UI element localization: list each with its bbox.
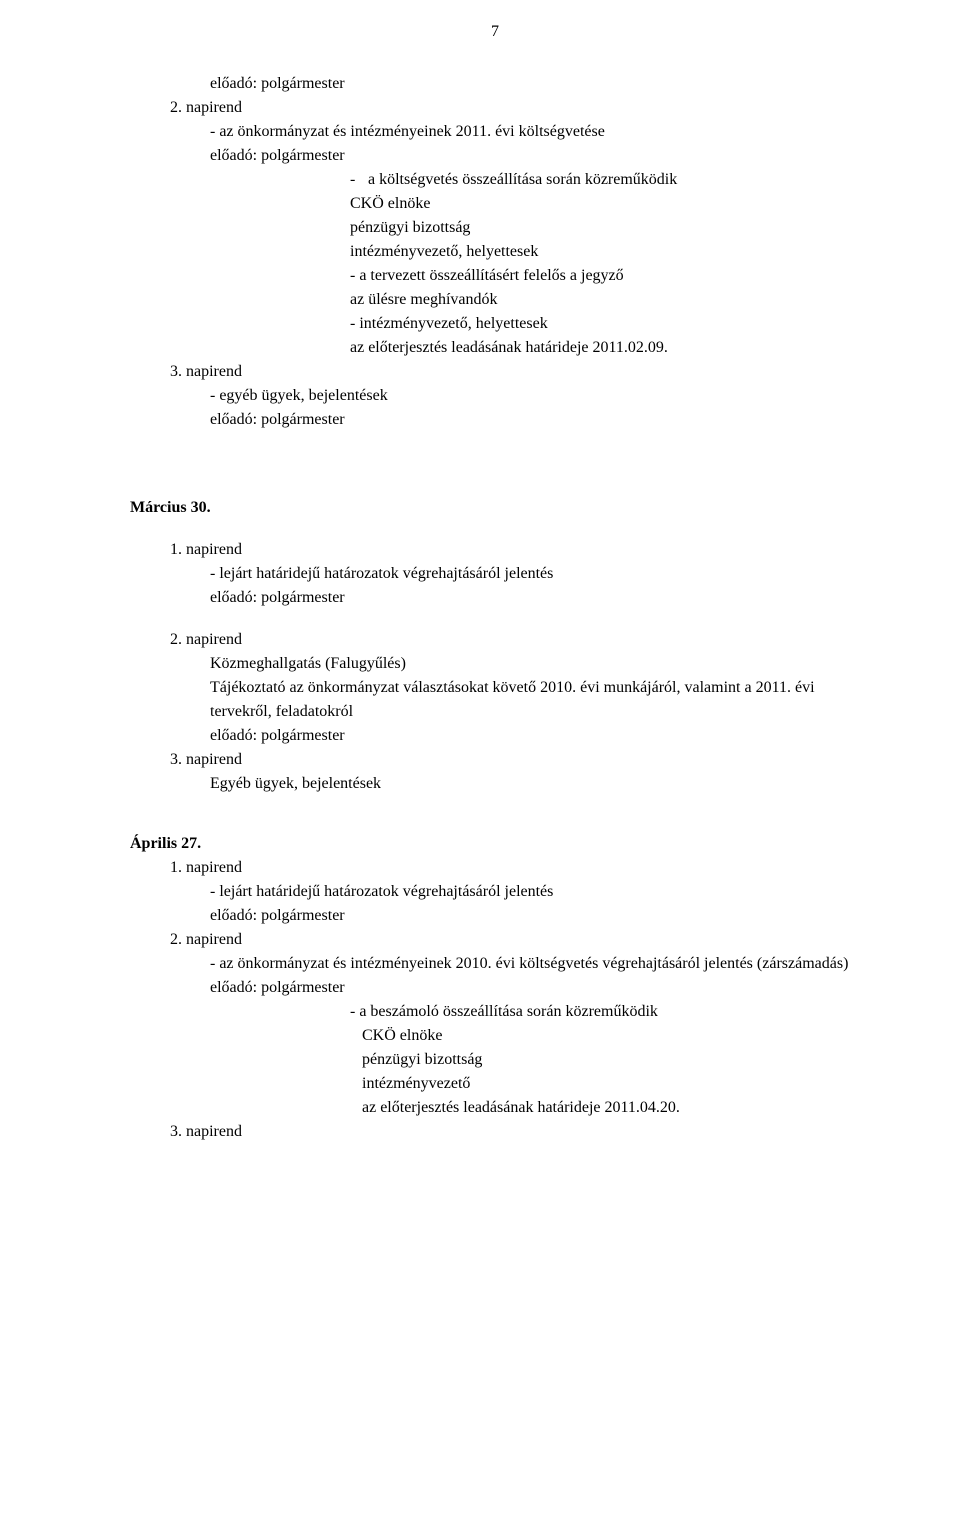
spacer xyxy=(130,520,860,538)
contributor-line: - a költségvetés összeállítása során köz… xyxy=(130,168,860,192)
text-line: Közmeghallgatás (Falugyűlés) xyxy=(130,652,860,676)
agenda-item-2: 2. napirend xyxy=(130,628,860,652)
text-line: CKÖ elnöke xyxy=(130,192,860,216)
agenda-item-1: 1. napirend xyxy=(130,856,860,880)
dash: - xyxy=(350,168,368,192)
presenter-line: előadó: polgármester xyxy=(130,586,860,610)
text-line: - a beszámoló összeállítása során közrem… xyxy=(130,1000,860,1024)
section-april: Április 27. 1. napirend - lejárt határid… xyxy=(130,832,860,1144)
agenda-item-2: 2. napirend xyxy=(130,96,860,120)
text-line: - egyéb ügyek, bejelentések xyxy=(130,384,860,408)
text-line: - lejárt határidejű határozatok végrehaj… xyxy=(130,562,860,586)
agenda-item-3: 3. napirend xyxy=(130,748,860,772)
text-line: CKÖ elnöke xyxy=(130,1024,860,1048)
spacer xyxy=(130,610,860,628)
presenter-line: előadó: polgármester xyxy=(130,976,860,1000)
text-line: intézményvezető xyxy=(130,1072,860,1096)
text-line: - intézményvezető, helyettesek xyxy=(130,312,860,336)
text-line: pénzügyi bizottság xyxy=(130,1048,860,1072)
text-line: az ülésre meghívandók xyxy=(130,288,860,312)
text-line: Tájékoztató az önkormányzat választásoka… xyxy=(130,676,860,724)
presenter-line: előadó: polgármester xyxy=(130,144,860,168)
section-march: Március 30. 1. napirend - lejárt határid… xyxy=(130,496,860,796)
text-line: intézményvezető, helyettesek xyxy=(130,240,860,264)
agenda-item-1: 1. napirend xyxy=(130,538,860,562)
text: a költségvetés összeállítása során közre… xyxy=(368,168,677,192)
text-line: - a tervezett összeállításért felelős a … xyxy=(130,264,860,288)
text-line: Egyéb ügyek, bejelentések xyxy=(130,772,860,796)
agenda-item-2: 2. napirend xyxy=(130,928,860,952)
april-heading: Április 27. xyxy=(130,832,860,856)
page-number: 7 xyxy=(130,20,860,44)
text-line: pénzügyi bizottság xyxy=(130,216,860,240)
document-page: 7 előadó: polgármester 2. napirend - az … xyxy=(0,0,960,1204)
presenter-line: előadó: polgármester xyxy=(130,904,860,928)
text-line: az előterjesztés leadásának határideje 2… xyxy=(130,1096,860,1120)
agenda-item-3: 3. napirend xyxy=(130,360,860,384)
presenter-line: előadó: polgármester xyxy=(130,72,860,96)
text-line: az előterjesztés leadásának határideje 2… xyxy=(130,336,860,360)
march-heading: Március 30. xyxy=(130,496,860,520)
text-line: - lejárt határidejű határozatok végrehaj… xyxy=(130,880,860,904)
text-line: - az önkormányzat és intézményeinek 2011… xyxy=(130,120,860,144)
text-line: - az önkormányzat és intézményeinek 2010… xyxy=(130,952,860,976)
presenter-line: előadó: polgármester xyxy=(130,724,860,748)
agenda-item-3: 3. napirend xyxy=(130,1120,860,1144)
presenter-line: előadó: polgármester xyxy=(130,408,860,432)
block-1: előadó: polgármester 2. napirend - az ön… xyxy=(130,72,860,432)
